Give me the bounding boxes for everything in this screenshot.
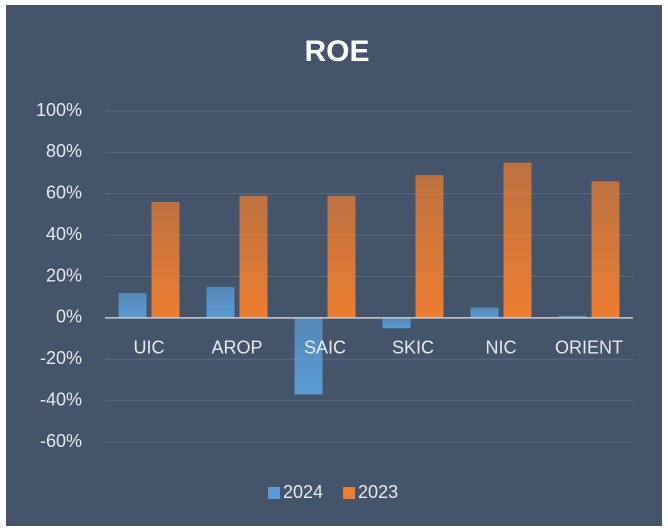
legend-swatch xyxy=(268,487,280,499)
bar xyxy=(327,195,356,318)
y-tick-label: -40% xyxy=(40,389,82,409)
y-tick-label: -20% xyxy=(40,348,82,368)
y-tick-label: 40% xyxy=(46,224,82,244)
bar xyxy=(591,181,620,318)
x-tick-label: ORIENT xyxy=(555,338,623,358)
bar xyxy=(239,195,268,318)
bar xyxy=(151,202,180,318)
y-tick-label: 100% xyxy=(36,100,82,120)
legend-label: 2023 xyxy=(358,482,398,502)
legend-label: 2024 xyxy=(283,482,323,502)
bar xyxy=(294,317,323,395)
bar xyxy=(415,175,444,318)
bar xyxy=(382,317,411,329)
y-tick-label: 20% xyxy=(46,265,82,285)
y-tick-label: -60% xyxy=(40,431,82,451)
x-tick-label: NIC xyxy=(486,338,517,358)
x-tick-label: AROP xyxy=(211,338,262,358)
x-tick-label: SKIC xyxy=(392,338,434,358)
bar xyxy=(206,286,235,318)
y-tick-label: 80% xyxy=(46,141,82,161)
x-tick-label: SAIC xyxy=(304,338,346,358)
bar xyxy=(118,293,147,318)
y-tick-label: 60% xyxy=(46,183,82,203)
y-tick-label: 0% xyxy=(56,307,82,327)
bar xyxy=(503,162,532,318)
legend-swatch xyxy=(343,487,356,499)
chart-title: ROE xyxy=(304,35,369,68)
x-tick-label: UIC xyxy=(134,338,165,358)
bar xyxy=(470,307,499,318)
bar xyxy=(558,315,587,318)
